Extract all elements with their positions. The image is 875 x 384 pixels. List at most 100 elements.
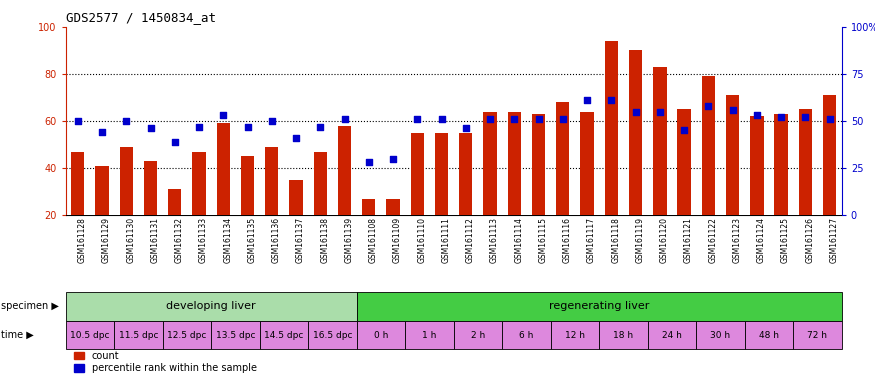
- Bar: [774, 114, 788, 215]
- Point: [241, 124, 255, 130]
- Text: 10.5 dpc: 10.5 dpc: [70, 331, 109, 339]
- Text: GDS2577 / 1450834_at: GDS2577 / 1450834_at: [66, 11, 215, 24]
- Text: 12.5 dpc: 12.5 dpc: [167, 331, 206, 339]
- Text: GSM161128: GSM161128: [78, 217, 87, 263]
- Bar: [745, 321, 794, 349]
- Text: GSM161115: GSM161115: [539, 217, 548, 263]
- Bar: [550, 321, 599, 349]
- Bar: [696, 321, 745, 349]
- Bar: [653, 67, 667, 215]
- Bar: [794, 321, 842, 349]
- Bar: [168, 189, 181, 215]
- Bar: [702, 76, 715, 215]
- Point: [532, 116, 546, 122]
- Bar: [163, 321, 211, 349]
- Bar: [459, 133, 472, 215]
- Text: GSM161130: GSM161130: [126, 217, 136, 263]
- Text: GSM161133: GSM161133: [199, 217, 208, 263]
- Text: GSM161119: GSM161119: [635, 217, 645, 263]
- Text: GSM161131: GSM161131: [150, 217, 159, 263]
- Bar: [483, 112, 497, 215]
- Point: [386, 156, 400, 162]
- Text: 13.5 dpc: 13.5 dpc: [215, 331, 256, 339]
- Bar: [435, 133, 448, 215]
- Bar: [66, 321, 114, 349]
- Text: 30 h: 30 h: [710, 331, 731, 339]
- Point: [628, 109, 642, 115]
- Point: [289, 135, 303, 141]
- Bar: [308, 321, 357, 349]
- Text: 14.5 dpc: 14.5 dpc: [264, 331, 304, 339]
- Text: GSM161114: GSM161114: [514, 217, 523, 263]
- Point: [144, 126, 158, 132]
- Bar: [580, 112, 594, 215]
- Bar: [532, 114, 545, 215]
- Text: 2 h: 2 h: [471, 331, 485, 339]
- Text: GSM161120: GSM161120: [660, 217, 668, 263]
- Point: [702, 103, 716, 109]
- Bar: [410, 133, 424, 215]
- Text: 12 h: 12 h: [565, 331, 585, 339]
- Text: 0 h: 0 h: [374, 331, 388, 339]
- Point: [410, 116, 424, 122]
- Text: 72 h: 72 h: [808, 331, 828, 339]
- Point: [361, 159, 375, 166]
- Bar: [241, 156, 255, 215]
- Bar: [556, 102, 570, 215]
- Text: GSM161137: GSM161137: [296, 217, 305, 263]
- Bar: [799, 109, 812, 215]
- Bar: [750, 116, 764, 215]
- Point: [435, 116, 449, 122]
- Text: GSM161124: GSM161124: [757, 217, 766, 263]
- Legend: count, percentile rank within the sample: count, percentile rank within the sample: [71, 347, 261, 377]
- Text: 1 h: 1 h: [423, 331, 437, 339]
- Bar: [357, 321, 405, 349]
- Bar: [362, 199, 375, 215]
- Point: [313, 124, 327, 130]
- Text: GSM161109: GSM161109: [393, 217, 402, 263]
- Point: [798, 114, 812, 120]
- Text: GSM161139: GSM161139: [345, 217, 354, 263]
- Bar: [265, 147, 278, 215]
- Text: GSM161112: GSM161112: [466, 217, 475, 263]
- Text: GSM161113: GSM161113: [490, 217, 499, 263]
- Bar: [290, 180, 303, 215]
- Point: [192, 124, 206, 130]
- Text: GSM161125: GSM161125: [781, 217, 790, 263]
- Point: [216, 112, 230, 118]
- Text: time ▶: time ▶: [1, 330, 33, 340]
- Bar: [211, 321, 260, 349]
- Point: [458, 126, 472, 132]
- Text: developing liver: developing liver: [166, 301, 256, 311]
- Bar: [114, 321, 163, 349]
- Bar: [507, 112, 521, 215]
- Bar: [71, 152, 84, 215]
- Text: GSM161111: GSM161111: [442, 217, 451, 263]
- Bar: [677, 109, 690, 215]
- Bar: [66, 292, 357, 321]
- Point: [605, 97, 619, 103]
- Text: GSM161123: GSM161123: [732, 217, 742, 263]
- Bar: [144, 161, 158, 215]
- Text: 16.5 dpc: 16.5 dpc: [312, 331, 352, 339]
- Point: [653, 109, 667, 115]
- Point: [507, 116, 522, 122]
- Text: 24 h: 24 h: [662, 331, 682, 339]
- Bar: [405, 321, 454, 349]
- Bar: [648, 321, 696, 349]
- Text: 18 h: 18 h: [613, 331, 634, 339]
- Point: [119, 118, 133, 124]
- Bar: [120, 147, 133, 215]
- Point: [95, 129, 109, 135]
- Point: [580, 97, 594, 103]
- Text: GSM161121: GSM161121: [684, 217, 693, 263]
- Text: GSM161122: GSM161122: [709, 217, 717, 263]
- Text: GSM161136: GSM161136: [272, 217, 281, 263]
- Bar: [260, 321, 308, 349]
- Text: GSM161110: GSM161110: [417, 217, 426, 263]
- Text: GSM161117: GSM161117: [587, 217, 596, 263]
- Bar: [387, 199, 400, 215]
- Bar: [357, 292, 842, 321]
- Bar: [502, 321, 550, 349]
- Point: [750, 112, 764, 118]
